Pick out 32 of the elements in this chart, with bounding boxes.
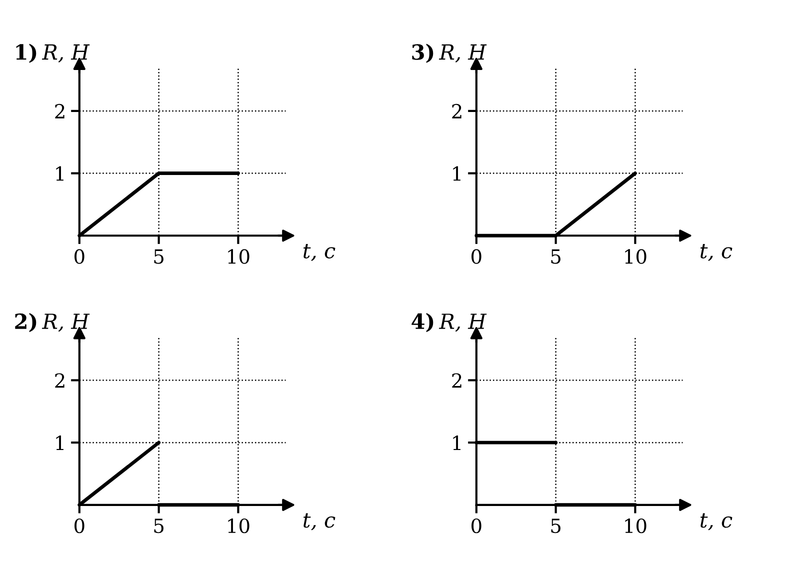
y-tick-label: 2: [55, 104, 64, 118]
y-tick-label: 1: [56, 166, 64, 181]
y-tick-label: 2: [452, 104, 462, 118]
x-tick-label: 5: [154, 249, 164, 264]
y-tick-label: 1: [453, 436, 460, 450]
y-tick-label: 1: [56, 436, 64, 450]
x-tick-label: 5: [551, 249, 560, 264]
y-tick-label: 2: [452, 373, 462, 388]
chart-title: 4): [412, 313, 434, 332]
chart-title: 2): [15, 313, 36, 332]
x-tick-label: 0: [74, 249, 84, 264]
y-axis-title: R, Н: [438, 44, 487, 62]
x-tick-label: 10: [625, 518, 646, 534]
x-tick-label: 5: [154, 518, 164, 534]
chart-title: 1): [16, 44, 36, 63]
x-tick-label: 10: [228, 249, 250, 264]
x-axis-title: t, с: [700, 513, 732, 530]
x-axis-title: t, с: [303, 513, 336, 530]
y-tick-label: 1: [453, 166, 460, 181]
y-axis-title: R, Н: [42, 314, 90, 332]
x-tick-label: 5: [551, 518, 560, 534]
x-tick-label: 0: [471, 518, 482, 534]
y-tick-label: 2: [55, 373, 64, 388]
x-tick-label: 10: [625, 249, 646, 264]
x-tick-label: 0: [471, 249, 482, 264]
y-axis-title: R, Н: [438, 314, 487, 332]
x-axis-title: t, с: [303, 244, 336, 262]
chart-title: 3): [412, 44, 434, 63]
x-tick-label: 0: [74, 518, 84, 534]
x-axis-title: t, с: [700, 244, 732, 262]
x-tick-label: 10: [228, 518, 250, 534]
y-axis-title: R, Н: [42, 44, 90, 62]
